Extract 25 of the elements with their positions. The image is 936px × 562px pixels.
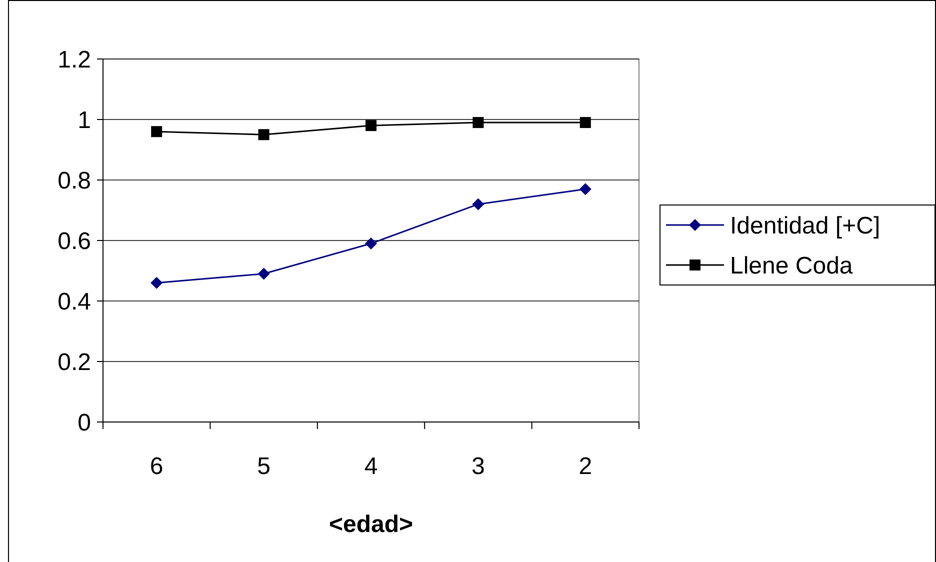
point: [366, 120, 376, 132]
point: [258, 129, 270, 140]
x-tick-label: 6: [150, 453, 164, 480]
y-tick-label: 0: [78, 409, 91, 436]
y-tick-label: 1.2: [58, 46, 91, 74]
y-tick-label: 0.6: [58, 228, 91, 255]
point: [472, 117, 484, 128]
x-axis-title: <edad>: [328, 511, 414, 538]
x-tick-label: 5: [257, 453, 270, 480]
x-tick-label: 4: [364, 453, 378, 480]
point: [151, 126, 162, 138]
point: [365, 238, 377, 250]
point: [258, 268, 270, 280]
y-tick-label: 1: [78, 106, 91, 134]
x-tick-label: 2: [578, 453, 592, 480]
y-tick-label: 0.2: [58, 348, 91, 376]
legend-label: Identidad [+C]: [730, 212, 880, 240]
y-tick-label: 0.8: [58, 167, 91, 194]
point: [150, 276, 163, 289]
point: [579, 183, 592, 196]
point: [580, 117, 591, 128]
legend-label: Llene Coda: [730, 252, 854, 280]
x-tick-label: 3: [472, 453, 485, 480]
point: [472, 198, 484, 210]
y-tick-label: 0.4: [58, 288, 91, 316]
